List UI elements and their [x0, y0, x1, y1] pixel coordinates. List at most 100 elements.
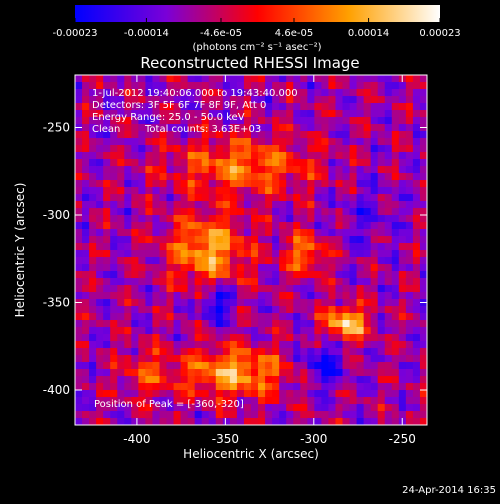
heatmap-cell: [412, 341, 421, 349]
heatmap-cell: [384, 201, 393, 209]
heatmap-cell: [145, 299, 153, 307]
heatmap-cell: [145, 383, 153, 391]
heatmap-cell: [229, 89, 238, 97]
heatmap-cell: [398, 173, 407, 181]
heatmap-cell: [321, 292, 329, 300]
heatmap-cell: [201, 117, 210, 125]
heatmap-cell: [215, 243, 224, 251]
heatmap-cell: [215, 390, 224, 398]
heatmap-cell: [384, 299, 393, 307]
annotation-algorithm: Clean: [92, 124, 120, 135]
heatmap-cell: [342, 208, 350, 216]
heatmap-cell: [251, 82, 259, 90]
heatmap-cell: [75, 355, 83, 363]
heatmap-cell: [180, 250, 189, 258]
heatmap-cell: [229, 180, 238, 188]
heatmap-cell: [117, 75, 125, 83]
heatmap-cell: [398, 362, 407, 370]
heatmap-cell: [96, 194, 104, 202]
heatmap-cell: [405, 369, 414, 377]
heatmap-cell: [173, 152, 181, 160]
heatmap-cell: [173, 236, 181, 244]
heatmap-cell: [412, 397, 421, 405]
heatmap-cell: [363, 117, 372, 125]
heatmap-cell: [222, 138, 231, 146]
heatmap-cell: [300, 96, 308, 104]
heatmap-cell: [412, 285, 421, 293]
heatmap-cell: [335, 103, 343, 111]
heatmap-cell: [391, 110, 400, 118]
heatmap-cell: [117, 89, 125, 97]
heatmap-cell: [370, 75, 379, 83]
heatmap-cell: [307, 376, 315, 384]
heatmap-cell: [152, 390, 160, 398]
heatmap-cell: [279, 250, 287, 258]
heatmap-cell: [307, 327, 315, 335]
heatmap-cell: [321, 194, 329, 202]
heatmap-cell: [363, 222, 372, 230]
heatmap-cell: [208, 194, 217, 202]
heatmap-cell: [307, 383, 315, 391]
heatmap-cell: [412, 264, 421, 272]
heatmap-cell: [166, 75, 174, 83]
heatmap-cell: [384, 215, 393, 223]
heatmap-cell: [300, 418, 308, 426]
heatmap-cell: [265, 208, 273, 216]
heatmap-cell: [356, 236, 365, 244]
heatmap-cell: [321, 411, 329, 419]
heatmap-cell: [96, 369, 104, 377]
heatmap-cell: [229, 152, 238, 160]
heatmap-cell: [335, 194, 343, 202]
heatmap-cell: [405, 376, 414, 384]
heatmap-cell: [279, 313, 287, 321]
heatmap-cell: [405, 397, 414, 405]
heatmap-cell: [328, 404, 336, 412]
heatmap-cell: [391, 327, 400, 335]
heatmap-cell: [110, 138, 118, 146]
heatmap-cell: [258, 110, 266, 118]
heatmap-cell: [356, 278, 365, 286]
heatmap-cell: [293, 278, 301, 286]
heatmap-cell: [419, 89, 428, 97]
heatmap-cell: [349, 229, 357, 237]
heatmap-cell: [314, 250, 322, 258]
heatmap-cell: [103, 110, 111, 118]
heatmap-cell: [293, 264, 301, 272]
heatmap-cell: [89, 390, 97, 398]
heatmap-cell: [89, 131, 97, 139]
heatmap-cell: [82, 145, 90, 153]
heatmap-cell: [363, 145, 372, 153]
heatmap-cell: [314, 243, 322, 251]
y-tick-label: -400: [43, 383, 70, 397]
heatmap-cell: [138, 250, 146, 258]
heatmap-cell: [398, 383, 407, 391]
heatmap-cell: [293, 271, 301, 279]
heatmap-cell: [328, 362, 336, 370]
heatmap-cell: [215, 348, 224, 356]
heatmap-cell: [293, 117, 301, 125]
heatmap-cell: [356, 75, 365, 83]
heatmap-cell: [201, 75, 210, 83]
heatmap-cell: [279, 306, 287, 314]
heatmap-cell: [258, 404, 266, 412]
heatmap-cell: [236, 411, 245, 419]
heatmap-cell: [82, 292, 90, 300]
heatmap-cell: [349, 243, 357, 251]
heatmap-cell: [307, 313, 315, 321]
heatmap-cell: [243, 208, 252, 216]
heatmap-cell: [124, 334, 132, 342]
heatmap-cell: [419, 138, 428, 146]
heatmap-cell: [412, 257, 421, 265]
heatmap-cell: [103, 173, 111, 181]
heatmap-cell: [307, 187, 315, 195]
heatmap-cell: [405, 292, 414, 300]
heatmap-cell: [180, 229, 189, 237]
heatmap-cell: [208, 390, 217, 398]
heatmap-cell: [405, 264, 414, 272]
heatmap-cell: [258, 362, 266, 370]
heatmap-cell: [342, 243, 350, 251]
heatmap-cell: [82, 187, 90, 195]
heatmap-cell: [363, 187, 372, 195]
heatmap-cell: [138, 327, 146, 335]
heatmap-cell: [370, 362, 379, 370]
